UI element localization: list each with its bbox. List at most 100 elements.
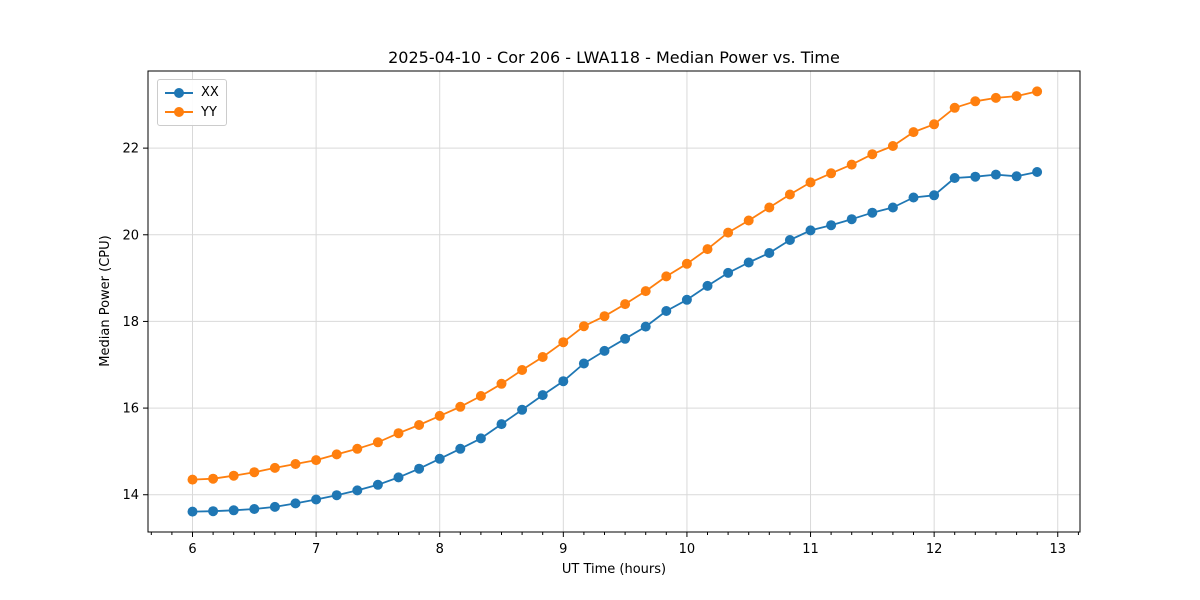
data-point-yy — [1032, 86, 1043, 97]
data-point-yy — [372, 437, 383, 448]
data-point-yy — [867, 149, 878, 160]
data-point-yy — [1011, 91, 1022, 102]
data-point-xx — [1011, 171, 1022, 182]
data-point-yy — [599, 311, 610, 322]
data-point-xx — [208, 506, 219, 517]
data-point-yy — [640, 286, 651, 297]
data-point-yy — [784, 189, 795, 200]
data-point-yy — [496, 378, 507, 389]
data-point-xx — [269, 501, 280, 512]
data-point-yy — [723, 227, 734, 238]
data-point-xx — [249, 504, 260, 514]
data-point-yy — [331, 449, 342, 460]
data-point-xx — [949, 173, 960, 183]
data-point-yy — [517, 365, 528, 375]
data-point-xx — [352, 485, 363, 496]
data-point-xx — [908, 192, 919, 203]
data-point-xx — [290, 498, 301, 509]
data-point-xx — [414, 463, 425, 474]
data-point-yy — [434, 410, 445, 421]
data-point-yy — [949, 102, 960, 113]
data-point-yy — [681, 258, 692, 269]
legend-item-xx: XX — [165, 83, 220, 103]
data-point-xx — [702, 280, 713, 291]
data-point-yy — [311, 455, 322, 466]
data-point-xx — [743, 257, 754, 268]
data-point-yy — [846, 159, 857, 170]
data-point-xx — [620, 333, 631, 344]
data-point-xx — [805, 225, 816, 236]
y-tick-label: 16 — [122, 402, 139, 417]
x-tick-label: 8 — [436, 542, 444, 557]
x-tick-label: 6 — [188, 542, 196, 557]
x-tick-label: 12 — [926, 542, 943, 557]
data-point-xx — [475, 433, 486, 444]
x-tick-label: 10 — [679, 542, 696, 557]
data-point-yy — [414, 420, 425, 430]
data-point-xx — [393, 472, 404, 483]
data-point-xx — [846, 214, 857, 225]
data-point-xx — [1032, 167, 1043, 177]
data-point-yy — [290, 459, 301, 469]
data-point-yy — [990, 92, 1001, 103]
data-point-xx — [784, 235, 795, 245]
plot-border — [147, 70, 1081, 533]
legend-label-xx: XX — [201, 85, 219, 101]
data-point-xx — [640, 321, 651, 332]
data-point-xx — [929, 190, 940, 201]
data-point-xx — [970, 171, 981, 182]
data-point-yy — [269, 462, 280, 473]
data-point-xx — [455, 443, 466, 454]
data-point-xx — [826, 220, 837, 231]
x-tick-label: 9 — [559, 542, 567, 557]
data-point-yy — [743, 215, 754, 226]
data-point-yy — [887, 141, 898, 151]
data-point-xx — [558, 376, 569, 387]
data-point-xx — [867, 207, 878, 218]
x-tick-label: 7 — [312, 542, 320, 557]
data-point-yy — [908, 127, 919, 138]
data-point-xx — [723, 267, 734, 278]
data-point-xx — [496, 419, 507, 430]
x-tick-label: 11 — [802, 542, 819, 557]
data-point-yy — [805, 177, 816, 188]
x-axis-title: UT Time (hours) — [561, 562, 667, 577]
data-point-xx — [434, 453, 445, 464]
data-point-yy — [475, 391, 486, 401]
data-point-yy — [661, 271, 672, 282]
data-point-yy — [249, 467, 260, 478]
data-point-yy — [970, 96, 981, 107]
data-point-yy — [208, 473, 219, 484]
legend-line-marker-icon — [165, 87, 193, 98]
data-point-xx — [661, 306, 672, 316]
data-point-xx — [311, 494, 322, 505]
data-point-xx — [228, 505, 239, 516]
data-point-yy — [393, 428, 404, 439]
data-point-yy — [826, 168, 837, 179]
legend-item-yy: YY — [165, 103, 220, 123]
data-point-xx — [887, 202, 898, 213]
y-tick-label: 18 — [122, 315, 139, 330]
legend-label-yy: YY — [201, 104, 217, 120]
data-point-yy — [620, 299, 631, 310]
data-point-xx — [537, 390, 548, 401]
legend-line-marker-icon — [165, 107, 193, 118]
data-point-yy — [455, 401, 466, 412]
data-point-yy — [187, 474, 198, 485]
y-tick-label: 14 — [122, 488, 139, 503]
y-axis-title: Median Power (CPU) — [98, 235, 113, 367]
series-line-yy — [191, 90, 1038, 481]
data-point-yy — [228, 470, 239, 481]
data-point-yy — [558, 337, 569, 348]
data-point-yy — [578, 321, 589, 332]
data-point-xx — [764, 248, 775, 258]
data-point-xx — [599, 345, 610, 356]
data-point-yy — [929, 119, 940, 130]
data-point-yy — [764, 202, 775, 213]
chart-title: 2025-04-10 - Cor 206 - LWA118 - Median P… — [388, 48, 840, 67]
data-point-yy — [537, 352, 548, 362]
x-tick-label: 13 — [1049, 542, 1066, 557]
data-point-xx — [681, 294, 692, 305]
